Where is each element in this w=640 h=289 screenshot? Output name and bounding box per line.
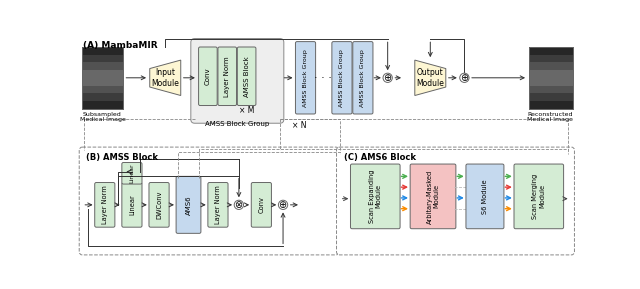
Text: Scan Merging
Module: Scan Merging Module	[532, 174, 545, 219]
Text: Layer Norm: Layer Norm	[102, 186, 108, 224]
FancyBboxPatch shape	[149, 183, 169, 227]
Bar	[529, 70, 573, 78]
Text: Layer Norm: Layer Norm	[224, 56, 230, 97]
Text: AMSS Block Group: AMSS Block Group	[360, 49, 365, 107]
FancyBboxPatch shape	[514, 164, 564, 229]
Text: × N: × N	[292, 121, 306, 130]
Bar	[83, 47, 123, 109]
Bar	[83, 101, 123, 109]
Circle shape	[460, 73, 469, 82]
FancyBboxPatch shape	[296, 42, 316, 114]
FancyBboxPatch shape	[353, 42, 373, 114]
Text: $\oplus$: $\oplus$	[383, 72, 392, 83]
Text: AMSS Block Group: AMSS Block Group	[303, 49, 308, 107]
Bar	[529, 47, 573, 55]
Polygon shape	[415, 60, 446, 95]
Bar	[83, 78, 123, 86]
Text: Conv: Conv	[205, 67, 211, 85]
Polygon shape	[150, 60, 180, 95]
FancyBboxPatch shape	[198, 47, 217, 105]
Text: Linear: Linear	[129, 194, 135, 215]
Text: DWConv: DWConv	[156, 191, 162, 219]
Bar	[83, 55, 123, 62]
Circle shape	[278, 200, 288, 210]
Text: AMS6: AMS6	[186, 195, 191, 215]
Bar	[529, 93, 573, 101]
FancyBboxPatch shape	[466, 164, 504, 229]
FancyBboxPatch shape	[218, 47, 237, 105]
Bar	[83, 47, 123, 55]
FancyBboxPatch shape	[122, 162, 142, 184]
Text: AMSS Block: AMSS Block	[244, 56, 250, 97]
Text: (C) AMS6 Block: (C) AMS6 Block	[344, 153, 415, 162]
Bar	[83, 93, 123, 101]
Bar	[529, 86, 573, 93]
Bar	[529, 47, 573, 109]
Bar	[529, 55, 573, 62]
Bar	[529, 47, 573, 109]
Text: $\otimes$: $\otimes$	[234, 199, 243, 210]
FancyBboxPatch shape	[351, 164, 400, 229]
FancyBboxPatch shape	[252, 183, 271, 227]
Circle shape	[383, 73, 392, 82]
Text: Arbitary-Masked
Module: Arbitary-Masked Module	[426, 169, 440, 223]
Text: Linear: Linear	[129, 164, 134, 183]
FancyBboxPatch shape	[337, 147, 575, 255]
Text: (B) AMSS Block: (B) AMSS Block	[86, 153, 158, 162]
Text: Scan Expanding
Module: Scan Expanding Module	[369, 170, 382, 223]
FancyBboxPatch shape	[176, 176, 201, 233]
FancyBboxPatch shape	[95, 183, 115, 227]
Text: (A) MambaMIR: (A) MambaMIR	[83, 41, 157, 50]
Text: Output
Module: Output Module	[417, 68, 444, 88]
Bar	[83, 70, 123, 78]
FancyBboxPatch shape	[410, 164, 456, 229]
Bar	[83, 62, 123, 70]
Text: × M: × M	[239, 106, 254, 115]
Text: $\oplus$: $\oplus$	[278, 199, 287, 210]
Text: Layer Norm: Layer Norm	[215, 186, 221, 224]
FancyBboxPatch shape	[191, 38, 284, 123]
Circle shape	[234, 200, 244, 210]
Bar	[529, 101, 573, 109]
FancyBboxPatch shape	[122, 183, 142, 227]
Bar	[529, 78, 573, 86]
FancyBboxPatch shape	[332, 42, 352, 114]
Text: Reconstructed
Medical Image: Reconstructed Medical Image	[527, 112, 573, 123]
FancyBboxPatch shape	[237, 47, 256, 105]
Text: Subsampled
Medical Image: Subsampled Medical Image	[79, 112, 125, 123]
Text: AMSS Block Group: AMSS Block Group	[205, 121, 269, 127]
Bar	[83, 47, 123, 109]
Text: $\oplus$: $\oplus$	[460, 72, 469, 83]
Bar	[529, 62, 573, 70]
Text: · · ·: · · ·	[314, 73, 332, 83]
FancyBboxPatch shape	[79, 147, 339, 255]
Text: Input
Module: Input Module	[151, 68, 179, 88]
Text: S6 Module: S6 Module	[482, 179, 488, 214]
FancyBboxPatch shape	[208, 183, 228, 227]
Text: AMSS Block Group: AMSS Block Group	[339, 49, 344, 107]
Bar	[83, 86, 123, 93]
Text: Conv: Conv	[259, 197, 264, 213]
